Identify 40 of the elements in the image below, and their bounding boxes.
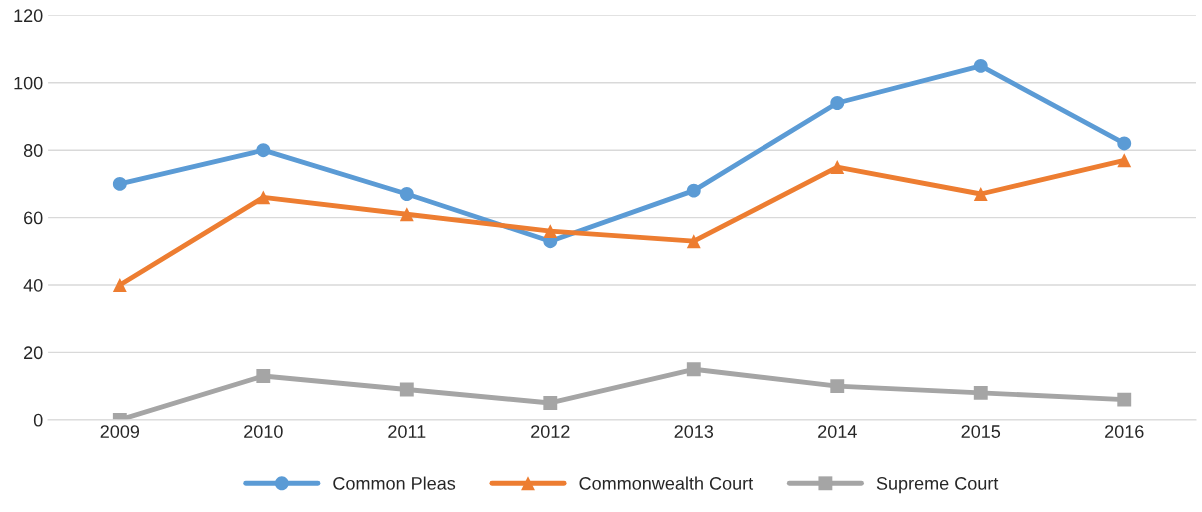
x-tick-label: 2016 bbox=[1105, 425, 1144, 438]
point bbox=[1117, 136, 1132, 151]
point bbox=[830, 160, 845, 174]
x-tick-label: 2013 bbox=[674, 425, 714, 438]
point bbox=[973, 58, 988, 73]
point bbox=[830, 96, 845, 110]
point bbox=[112, 176, 127, 191]
point bbox=[543, 396, 558, 410]
legend-label: Supreme Court bbox=[876, 477, 999, 494]
point bbox=[686, 362, 701, 377]
x-tick-label: 2014 bbox=[818, 425, 857, 438]
point bbox=[256, 143, 271, 158]
x-tick-label: 2015 bbox=[961, 425, 1001, 438]
x-tick-label: 2011 bbox=[388, 425, 426, 438]
point bbox=[1117, 392, 1132, 407]
y-tick-label: 20 bbox=[24, 346, 43, 360]
x-tick-label: 2010 bbox=[244, 425, 283, 438]
point bbox=[686, 183, 701, 198]
point bbox=[543, 224, 558, 239]
point bbox=[256, 190, 271, 205]
point bbox=[973, 187, 988, 201]
point bbox=[830, 379, 845, 394]
y-tick-label: 0 bbox=[33, 413, 43, 427]
y-tick-label: 60 bbox=[24, 211, 43, 225]
point bbox=[112, 278, 127, 292]
point bbox=[399, 382, 414, 397]
x-tick-label: 2009 bbox=[100, 425, 140, 438]
y-tick-label: 120 bbox=[14, 9, 43, 23]
x-tick-label: 2012 bbox=[531, 425, 570, 438]
point bbox=[686, 234, 701, 249]
point bbox=[399, 207, 414, 222]
point bbox=[399, 187, 414, 201]
y-tick-label: 80 bbox=[23, 144, 43, 157]
y-tick-label: 100 bbox=[14, 76, 43, 90]
point bbox=[973, 385, 988, 400]
legend-label: Common Pleas bbox=[333, 476, 456, 490]
point bbox=[1117, 153, 1132, 168]
legend-label: Commonwealth Court bbox=[579, 476, 754, 490]
y-tick-label: 40 bbox=[23, 278, 43, 292]
point bbox=[256, 369, 271, 383]
